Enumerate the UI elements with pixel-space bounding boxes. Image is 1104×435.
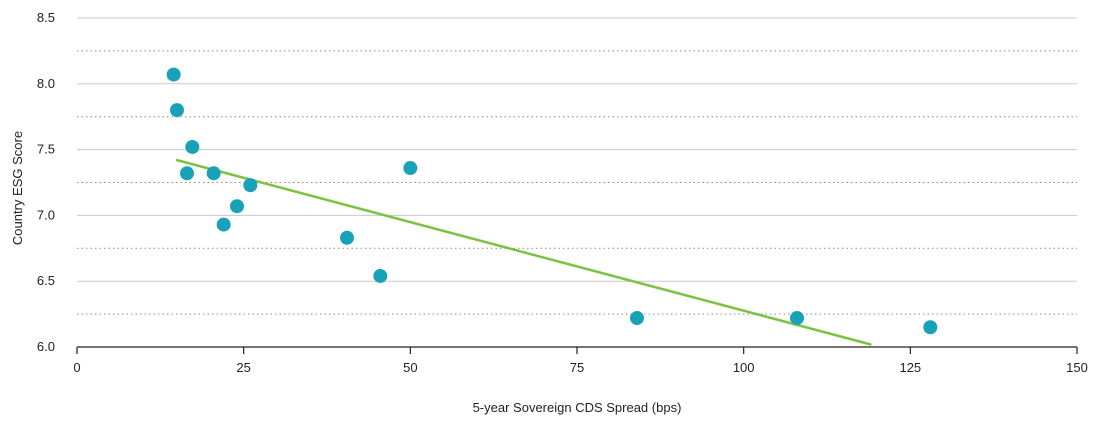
- data-point: [185, 139, 200, 154]
- data-point: [216, 217, 231, 232]
- y-tick-label: 7.0: [37, 207, 55, 222]
- y-axis-title: Country ESG Score: [10, 131, 25, 245]
- trendline-group: [175, 158, 872, 346]
- y-tick-label: 6.5: [37, 273, 55, 288]
- gridlines: [77, 17, 1077, 315]
- x-axis: 0 25 50 75 100 125 150: [73, 346, 1088, 375]
- y-tick-label: 6.0: [37, 339, 55, 354]
- data-point: [230, 199, 244, 214]
- data-point: [923, 320, 938, 335]
- x-tick-label: 100: [733, 360, 755, 375]
- data-point: [630, 311, 644, 326]
- data-point: [403, 161, 418, 176]
- data-point: [340, 230, 354, 245]
- y-tick-label: 8.5: [37, 10, 55, 25]
- x-tick-label: 25: [236, 360, 250, 375]
- y-tick-label: 8.0: [37, 76, 55, 91]
- x-tick-label: 50: [403, 360, 417, 375]
- trendline: [175, 158, 872, 346]
- x-tick-label: 150: [1066, 360, 1088, 375]
- data-point: [243, 178, 258, 193]
- x-axis-title: 5-year Sovereign CDS Spread (bps): [473, 400, 682, 415]
- data-point: [166, 67, 181, 82]
- x-tick-label: 75: [570, 360, 584, 375]
- x-tick-label: 0: [73, 360, 80, 375]
- data-point: [373, 268, 388, 283]
- y-axis-ticks: 6.0 6.5 7.0 7.5 8.0 8.5: [37, 10, 55, 354]
- y-tick-label: 7.5: [37, 142, 55, 157]
- x-tick-label: 125: [899, 360, 921, 375]
- data-points: [166, 67, 938, 335]
- data-point: [180, 166, 194, 181]
- data-point: [790, 311, 804, 326]
- data-point: [206, 166, 221, 181]
- data-point: [170, 103, 184, 118]
